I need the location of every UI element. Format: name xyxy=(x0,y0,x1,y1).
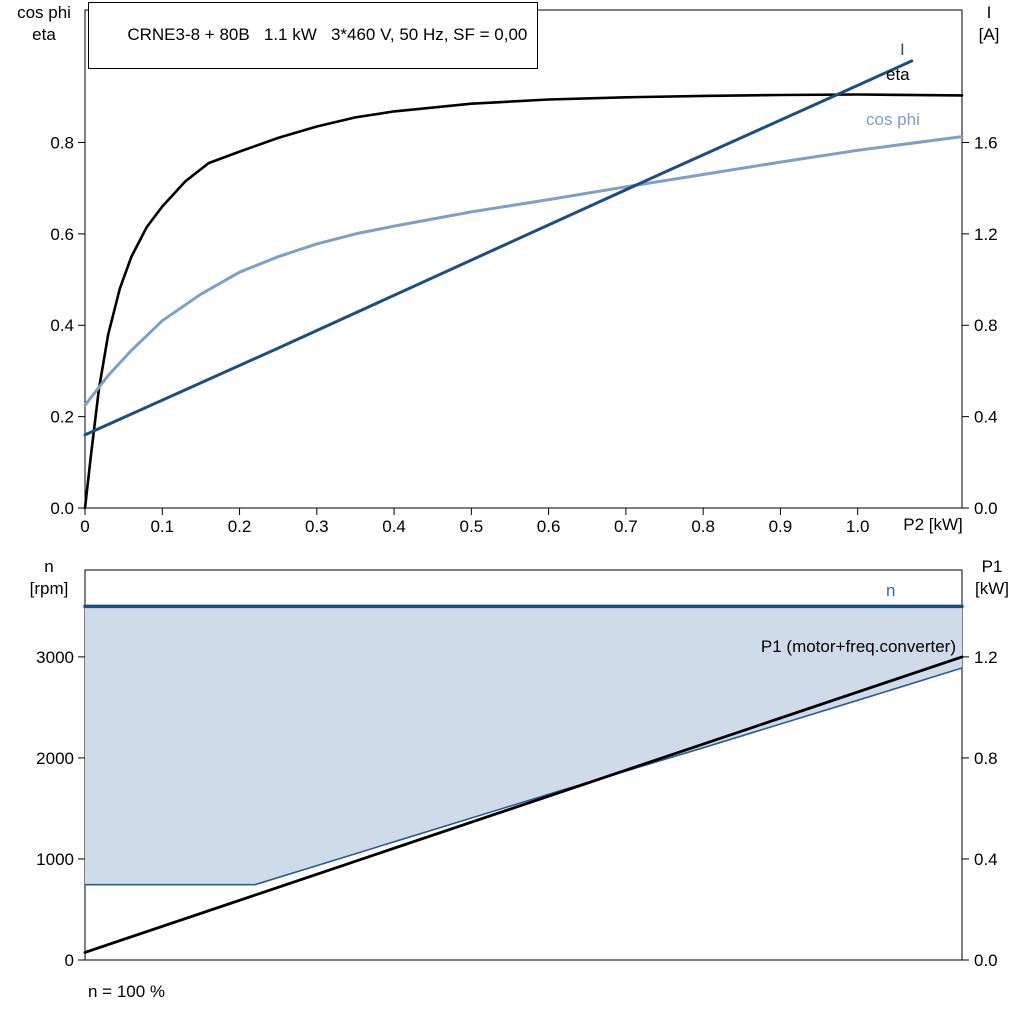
x-axis-tick-label: 0.6 xyxy=(537,517,561,536)
speed-range-band xyxy=(85,606,962,885)
speed-percent-note: n = 100 % xyxy=(88,982,166,1001)
x-axis-tick-label: 0.9 xyxy=(769,517,793,536)
x-axis-label: P2 [kW] xyxy=(903,515,963,534)
x-axis-tick-label: 0 xyxy=(80,517,89,536)
bottom-chart-area: 0 1000 2000 3000 0.0 0.4 0.8 1.2 n P1 (motor+freq… xyxy=(0,552,1024,1024)
series-I xyxy=(83,59,914,437)
left-axis-tick-label: 0.2 xyxy=(50,408,74,427)
right-axis-tick-label: 0.4 xyxy=(974,408,998,427)
right-axis-tick-label: 0.8 xyxy=(974,316,998,335)
curve-label-p1: P1 (motor+freq.converter) xyxy=(761,637,956,656)
left-axis-title-line1: cos phi xyxy=(17,3,71,22)
left-axis-tick-label: 0.0 xyxy=(50,499,74,518)
left-axis-title-line2: eta xyxy=(32,25,56,44)
top-right-axis-title: I [A] xyxy=(959,2,1019,46)
x-axis-tick-label: 0.5 xyxy=(460,517,484,536)
x-axis-tick-label: 0.7 xyxy=(614,517,638,536)
top-chart-svg: 0.0 0.2 0.4 0.6 0.8 0.0 0.4 0.8 1.2 1.6 0 0.1 0.2 0.3… xyxy=(50,9,998,536)
right-axis-tick-label: 1.2 xyxy=(974,648,998,667)
right-axis-tick-label: 0.0 xyxy=(974,499,998,518)
right-axis-tick-label: 0.4 xyxy=(974,850,998,869)
series-P1 xyxy=(83,655,964,954)
left-axis-tick-label: 0.4 xyxy=(50,316,74,335)
series-n-min xyxy=(84,667,963,886)
right-axis-tick-label: 1.2 xyxy=(974,225,998,244)
left-axis-tick-label: 3000 xyxy=(36,648,74,667)
x-axis-tick-label: 0.4 xyxy=(382,517,406,536)
series-eta xyxy=(83,93,964,510)
x-axis-tick-label: 1.0 xyxy=(846,517,870,536)
top-chart-area: 0.0 0.2 0.4 0.6 0.8 0.0 0.4 0.8 1.2 1.6 0 0.1 0.2 0.3… xyxy=(6,2,1019,536)
curve-label-cos-phi: cos phi xyxy=(866,110,920,129)
plot-frame xyxy=(84,9,963,509)
power-axis-title-line2: [kW] xyxy=(975,579,1009,598)
right-axis-tick-label: 1.6 xyxy=(974,133,998,152)
left-axis-tick-label: 0.8 xyxy=(50,133,74,152)
series-cos-phi xyxy=(83,135,964,407)
right-axis-tick-label: 0.8 xyxy=(974,749,998,768)
right-axis-title-line1: I xyxy=(986,3,992,22)
top-left-axis-title: cos phi eta xyxy=(6,2,82,46)
x-axis-tick-label: 0.8 xyxy=(691,517,715,536)
curve-label-eta: eta xyxy=(886,65,910,84)
left-axis-tick-label: 2000 xyxy=(36,749,74,768)
chart-title-box: CRNE3-8 + 80B 1.1 kW 3*460 V, 50 Hz, SF … xyxy=(88,2,539,69)
left-axis-tick-label: 1000 xyxy=(36,850,74,869)
bottom-right-axis-title: P1 [kW] xyxy=(962,556,1022,600)
curve-label-I: I xyxy=(900,40,905,59)
curve-label-n: n xyxy=(886,581,895,600)
x-axis-tick-label: 0.1 xyxy=(150,517,174,536)
right-axis-title-line2: [A] xyxy=(978,25,1000,44)
left-axis-tick-label: 0 xyxy=(65,951,74,970)
speed-axis-title-line2: [rpm] xyxy=(29,579,69,598)
right-axis-tick-label: 0.0 xyxy=(974,951,998,970)
speed-axis-title-line1: n xyxy=(44,557,54,576)
x-axis-tick-label: 0.3 xyxy=(305,517,329,536)
bottom-left-axis-title: n [rpm] xyxy=(14,556,84,600)
chart-title: CRNE3-8 + 80B 1.1 kW 3*460 V, 50 Hz, SF … xyxy=(127,25,528,44)
x-axis-tick-label: 0.2 xyxy=(228,517,252,536)
left-axis-tick-label: 0.6 xyxy=(50,225,74,244)
power-axis-title-line1: P1 xyxy=(981,557,1003,576)
bottom-chart-svg: 0 1000 2000 3000 0.0 0.4 0.8 1.2 n P1 (motor+freq… xyxy=(36,569,998,970)
